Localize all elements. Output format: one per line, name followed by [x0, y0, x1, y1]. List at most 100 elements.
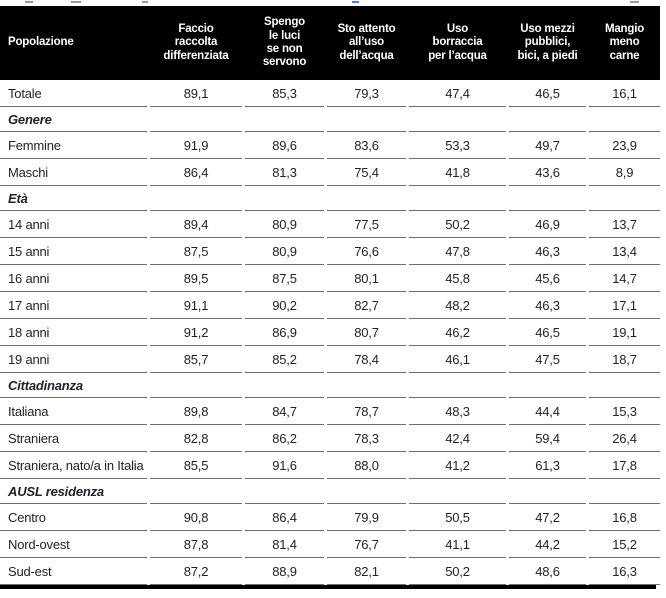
value-cell: 42,4: [409, 425, 506, 452]
value-cell: 86,4: [150, 159, 242, 186]
column-header: Uso mezzi pubblici, bici, a piedi: [517, 23, 578, 62]
value-cell: 47,4: [409, 80, 506, 107]
row-label: 14 anni: [0, 211, 147, 238]
value-cell: 19,1: [589, 319, 660, 346]
section-row: AUSL residenza: [0, 479, 660, 504]
value-cell: 89,1: [150, 80, 242, 107]
value-cell: 47,5: [509, 346, 586, 373]
value-cell: [327, 107, 406, 132]
row-label: Femmine: [0, 132, 147, 159]
value-cell: 89,5: [150, 265, 242, 292]
value-cell: [589, 186, 660, 211]
value-cell: 49,7: [509, 132, 586, 159]
section-row: Cittadinanza: [0, 373, 660, 398]
value-cell: [150, 107, 242, 132]
table-row: Straniera 82,8 86,2 78,3 42,4 59,4 26,4: [0, 425, 660, 452]
value-cell: 87,2: [150, 558, 242, 585]
value-cell: 48,6: [509, 558, 586, 585]
table-row: Maschi 86,4 81,3 75,4 41,8 43,6 8,9: [0, 159, 660, 186]
row-label: Italiana: [0, 398, 147, 425]
value-cell: 46,1: [409, 346, 506, 373]
column-header: Faccio raccolta differenziata: [163, 23, 229, 62]
table-row: 15 anni 87,5 80,9 76,6 47,8 46,3 13,4: [0, 238, 660, 265]
table-row: Italiana 89,8 84,7 78,7 48,3 44,4 15,3: [0, 398, 660, 425]
value-cell: 48,3: [409, 398, 506, 425]
value-cell: 77,5: [327, 211, 406, 238]
table-row: 19 anni 85,7 85,2 78,4 46,1 47,5 18,7: [0, 346, 660, 373]
value-cell: 76,6: [327, 238, 406, 265]
value-cell: 80,1: [327, 265, 406, 292]
value-cell: [150, 373, 242, 398]
value-cell: 50,5: [409, 504, 506, 531]
value-cell: 91,9: [150, 132, 242, 159]
value-cell: 46,2: [409, 319, 506, 346]
value-cell: 15,3: [589, 398, 660, 425]
value-cell: 23,9: [589, 132, 660, 159]
value-cell: 87,5: [245, 265, 324, 292]
value-cell: 80,7: [327, 319, 406, 346]
value-cell: 16,1: [589, 80, 660, 107]
value-cell: 90,8: [150, 504, 242, 531]
value-cell: 41,1: [409, 531, 506, 558]
value-cell: 47,8: [409, 238, 506, 265]
text-remnant: [630, 1, 639, 3]
value-cell: [409, 107, 506, 132]
value-cell: 85,3: [245, 80, 324, 107]
value-cell: 88,9: [245, 558, 324, 585]
text-remnant: [25, 1, 33, 3]
column-header: Sto attento all’uso dell’acqua: [337, 23, 396, 62]
value-cell: 14,7: [589, 265, 660, 292]
column-header: Mangio meno carne: [604, 23, 645, 62]
table-row: 17 anni 91,1 90,2 82,7 48,2 46,3 17,1: [0, 292, 660, 319]
value-cell: 61,3: [509, 452, 586, 479]
value-cell: 41,8: [409, 159, 506, 186]
value-cell: 16,8: [589, 504, 660, 531]
value-cell: 59,4: [509, 425, 586, 452]
value-cell: 8,9: [589, 159, 660, 186]
value-cell: 89,8: [150, 398, 242, 425]
text-remnant: [71, 1, 81, 3]
value-cell: [245, 373, 324, 398]
value-cell: [589, 479, 660, 504]
value-cell: 75,4: [327, 159, 406, 186]
value-cell: 41,2: [409, 452, 506, 479]
table-row: 18 anni 91,2 86,9 80,7 46,2 46,5 19,1: [0, 319, 660, 346]
value-cell: 84,7: [245, 398, 324, 425]
value-cell: [589, 107, 660, 132]
value-cell: 13,7: [589, 211, 660, 238]
row-label: Nord-ovest: [0, 531, 147, 558]
value-cell: [509, 479, 586, 504]
value-cell: 82,8: [150, 425, 242, 452]
column-header-population: Popolazione: [8, 36, 74, 49]
table-header-row: Popolazione Faccio raccolta differenziata…: [0, 6, 660, 80]
value-cell: [150, 479, 242, 504]
row-label: Cittadinanza: [0, 373, 147, 398]
row-label: Straniera, nato/a in Italia: [0, 452, 147, 479]
value-cell: 86,4: [245, 504, 324, 531]
value-cell: 91,1: [150, 292, 242, 319]
value-cell: 78,4: [327, 346, 406, 373]
text-remnant: [142, 1, 148, 3]
value-cell: 82,1: [327, 558, 406, 585]
value-cell: 85,5: [150, 452, 242, 479]
value-cell: 89,4: [150, 211, 242, 238]
value-cell: 91,6: [245, 452, 324, 479]
value-cell: 46,3: [509, 238, 586, 265]
value-cell: 86,2: [245, 425, 324, 452]
value-cell: 78,7: [327, 398, 406, 425]
value-cell: 46,5: [509, 80, 586, 107]
section-row: Genere: [0, 107, 660, 132]
value-cell: [327, 479, 406, 504]
value-cell: 53,3: [409, 132, 506, 159]
value-cell: [509, 107, 586, 132]
value-cell: [245, 479, 324, 504]
row-label: 19 anni: [0, 346, 147, 373]
value-cell: 80,9: [245, 238, 324, 265]
value-cell: [150, 186, 242, 211]
value-cell: 17,8: [589, 452, 660, 479]
table-row: Sud-est 87,2 88,9 82,1 50,2 48,6 16,3: [0, 558, 660, 585]
row-label: Genere: [0, 107, 147, 132]
table-row: Nord-ovest 87,8 81,4 76,7 41,1 44,2 15,2: [0, 531, 660, 558]
table-row: 14 anni 89,4 80,9 77,5 50,2 46,9 13,7: [0, 211, 660, 238]
